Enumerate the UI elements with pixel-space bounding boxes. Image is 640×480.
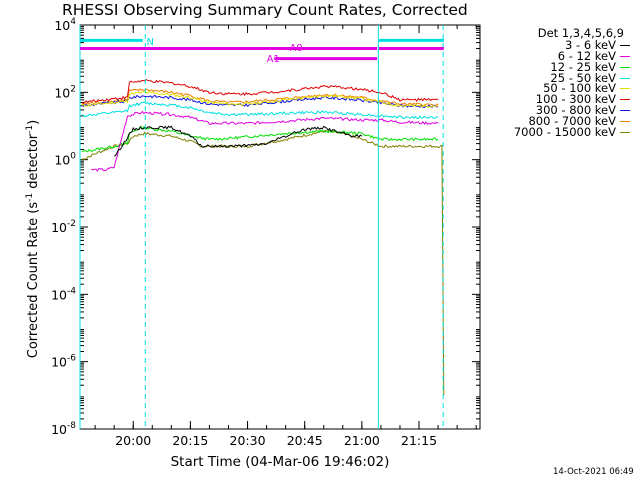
legend-swatch <box>620 121 630 123</box>
legend-entry: 3 - 6 keV <box>484 37 630 52</box>
legend-label: 800 - 7000 keV <box>528 114 616 129</box>
y-tick-label: 10-2 <box>51 219 76 235</box>
legend-swatch <box>620 99 630 101</box>
legend-entry: 6 - 12 keV <box>484 48 630 63</box>
legend-label: 300 - 800 keV <box>535 103 616 118</box>
legend-entry: 100 - 300 keV <box>484 94 630 105</box>
legend-swatch <box>620 131 630 133</box>
legend-swatch <box>620 55 630 57</box>
legend-swatch <box>620 88 630 90</box>
legend-label: 25 - 50 keV <box>550 70 616 85</box>
y-axis-label: Corrected Count Rate (s-1 detector-1) <box>25 120 41 358</box>
series-line <box>113 125 363 157</box>
y-axis-label-exp1: -1 <box>24 192 35 202</box>
y-tick-label: 104 <box>54 17 76 33</box>
legend-swatch <box>620 77 630 79</box>
x-axis-label: Start Time (04-Mar-06 19:46:02) <box>170 454 390 470</box>
legend-label: 7000 - 15000 keV <box>513 125 616 140</box>
legend-entry: 800 - 7000 keV <box>484 114 630 129</box>
y-axis-label-exp2: -1 <box>24 124 35 134</box>
y-axis-label-main: Corrected Count Rate (s <box>26 201 42 359</box>
legend-title: Det 1,3,4,5,6,9 <box>537 26 624 40</box>
y-axis-label-end: ) <box>26 119 42 125</box>
legend-swatch <box>620 110 630 112</box>
legend-entry: 300 - 800 keV <box>484 105 630 116</box>
series-line <box>91 110 439 172</box>
x-tick-label: 21:00 <box>344 433 380 448</box>
x-tick-label: 20:00 <box>115 433 151 448</box>
y-axis-label-mid: detector <box>26 133 42 193</box>
y-tick-label: 102 <box>54 84 76 100</box>
legend-label: 100 - 300 keV <box>535 92 616 107</box>
x-tick-label: 20:30 <box>230 433 266 448</box>
legend-entry: 50 - 100 keV <box>484 83 630 94</box>
legend-label: 3 - 6 keV <box>565 37 616 52</box>
x-tick-label: 20:15 <box>172 433 208 448</box>
y-tick-label: 10-4 <box>51 286 76 302</box>
x-tick-label: 20:45 <box>287 433 323 448</box>
plot-frame <box>79 24 481 430</box>
state-bar-label: A0 <box>289 43 302 54</box>
legend-entry: 25 - 50 keV <box>484 70 630 85</box>
legend-label: 6 - 12 keV <box>557 48 616 63</box>
y-tick-label: 100 <box>54 152 76 168</box>
y-tick-label: 10-6 <box>51 354 76 370</box>
legend-entry: 12 - 25 keV <box>484 59 630 74</box>
x-tick-label: 21:15 <box>401 433 437 448</box>
chart-title: RHESSI Observing Summary Count Rates, Co… <box>62 1 468 19</box>
generated-timestamp: 14-Oct-2021 06:49 <box>553 467 634 477</box>
state-bar-label: A1 <box>267 54 280 65</box>
legend-label: 50 - 100 keV <box>543 81 616 96</box>
legend-swatch <box>620 66 630 68</box>
legend-entry: 7000 - 15000 keV <box>484 125 630 140</box>
y-tick-label: 10-8 <box>51 421 76 437</box>
state-bar-label: N <box>147 37 154 48</box>
legend: Det 1,3,4,5,6,9 3 - 6 keV 6 - 12 keV 12 … <box>484 26 630 140</box>
legend-swatch <box>620 44 630 46</box>
legend-label: 12 - 25 keV <box>550 59 616 74</box>
series-line <box>81 129 445 396</box>
